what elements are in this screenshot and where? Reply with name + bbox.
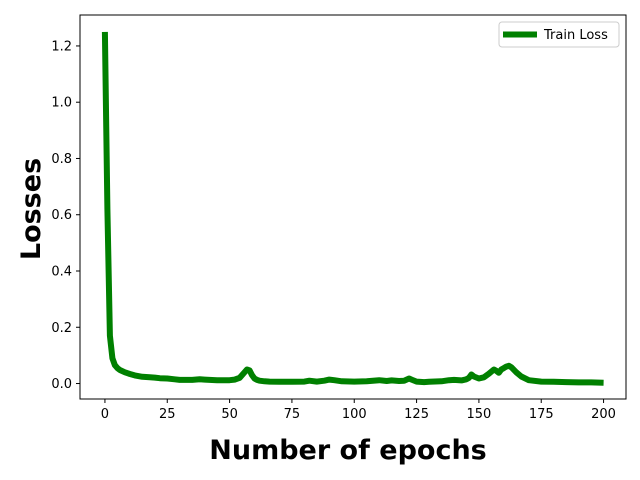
legend: Train Loss — [498, 21, 620, 48]
y-tick-label: 1.2 — [51, 39, 72, 54]
plot-frame — [79, 14, 627, 400]
x-tick-label: 200 — [591, 407, 616, 422]
legend-box — [498, 21, 620, 48]
y-tick-label: 0.8 — [51, 152, 72, 167]
series-layer — [101, 31, 604, 386]
x-axis-label: Number of epochs — [209, 435, 487, 466]
x-tick-label: 100 — [342, 407, 367, 422]
x-tick-label: 175 — [529, 407, 554, 422]
y-tick-label: 1.0 — [51, 96, 72, 111]
y-tick-label: 0.6 — [51, 208, 72, 223]
y-tick-label: 0.4 — [51, 265, 72, 280]
y-tick-label: 0.0 — [51, 377, 72, 392]
y-tick-label: 0.2 — [51, 321, 72, 336]
x-tick-label: 25 — [159, 407, 176, 422]
x-tick-label: 125 — [404, 407, 429, 422]
x-tick-label: 50 — [221, 407, 238, 422]
ticks-layer: 0 25 50 75 100 125 150 175 200 0.0 0.2 0.4 0.6 0.8 1.0… — [51, 39, 616, 422]
legend-label: Train Loss — [543, 28, 608, 43]
train-loss-line — [101, 31, 604, 386]
x-tick-label: 75 — [284, 407, 301, 422]
x-tick-label: 0 — [101, 407, 109, 422]
y-axis-label: Losses — [16, 158, 47, 260]
x-tick-label: 150 — [466, 407, 491, 422]
